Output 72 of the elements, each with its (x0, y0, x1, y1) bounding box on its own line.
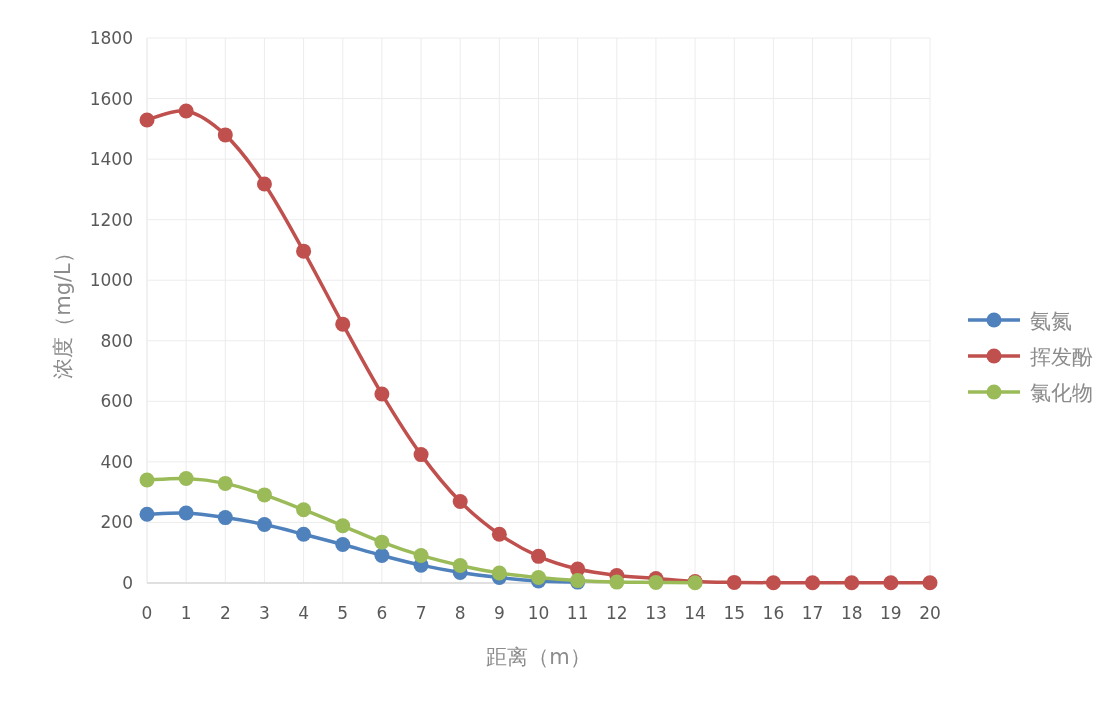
point (452, 494, 468, 510)
point (765, 575, 781, 591)
x-tick-label: 18 (840, 603, 863, 623)
point (296, 243, 312, 259)
point (139, 472, 155, 488)
point (413, 447, 429, 463)
point (178, 103, 194, 119)
x-tick-label: 6 (376, 603, 388, 623)
x-tick-label: 10 (527, 603, 550, 623)
point (922, 575, 938, 591)
point (178, 471, 194, 487)
point (491, 526, 507, 542)
x-tick-label: 15 (723, 603, 746, 623)
point (296, 526, 312, 542)
y-tick-label: 1400 (89, 149, 133, 170)
x-tick-label: 17 (801, 603, 824, 623)
point (296, 502, 312, 518)
x-tick-label: 0 (141, 603, 153, 623)
point (413, 547, 429, 563)
point (648, 574, 664, 590)
point (531, 548, 546, 564)
point (726, 574, 742, 590)
y-axis-title: 浓度（mg/L） (51, 242, 75, 379)
x-tick-label: 14 (684, 603, 706, 623)
legend-label: 挥发酚 (1030, 345, 1093, 369)
y-tick-label: 1000 (89, 270, 133, 291)
y-tick-label: 400 (100, 451, 133, 472)
x-tick-label: 13 (645, 603, 667, 623)
x-tick-label: 1 (180, 603, 192, 623)
point (256, 487, 272, 503)
point (256, 517, 272, 533)
x-tick-label: 11 (566, 603, 589, 623)
y-tick-label: 200 (100, 512, 133, 533)
point (805, 575, 821, 591)
x-tick-label: 7 (415, 603, 427, 623)
y-tick-label: 0 (122, 573, 133, 593)
point (178, 505, 194, 521)
x-tick-label: 5 (337, 603, 349, 623)
point (335, 537, 351, 553)
point (139, 112, 155, 128)
x-tick-label: 12 (605, 603, 628, 623)
x-tick-label: 2 (219, 603, 231, 623)
y-tick-label: 1200 (89, 209, 133, 230)
x-tick-label: 8 (454, 603, 466, 623)
point (491, 565, 507, 581)
y-tick-label: 1800 (89, 28, 133, 48)
x-tick-label: 3 (259, 603, 270, 623)
point (217, 510, 233, 526)
x-tick-label: 4 (298, 603, 310, 623)
y-tick-label: 1600 (89, 88, 133, 109)
point (335, 518, 351, 534)
x-tick-label: 9 (493, 603, 505, 623)
point (256, 176, 272, 192)
y-tick-label: 800 (100, 330, 133, 351)
x-axis-title: 距离（m） (486, 645, 591, 669)
legend-label: 氯化物 (1030, 381, 1093, 405)
x-tick-label: 20 (919, 603, 941, 623)
point (217, 127, 233, 143)
point (844, 575, 860, 591)
point (374, 386, 390, 402)
x-tick-label: 16 (762, 603, 785, 623)
x-tick-label: 19 (880, 603, 902, 623)
y-tick-label: 600 (100, 391, 133, 412)
point (374, 547, 390, 563)
point (374, 534, 390, 550)
legend-label: 氨氮 (1030, 309, 1072, 333)
point (335, 316, 351, 332)
point (452, 557, 468, 573)
point (609, 574, 625, 590)
point (217, 475, 233, 491)
point (139, 506, 155, 522)
point (883, 575, 899, 591)
